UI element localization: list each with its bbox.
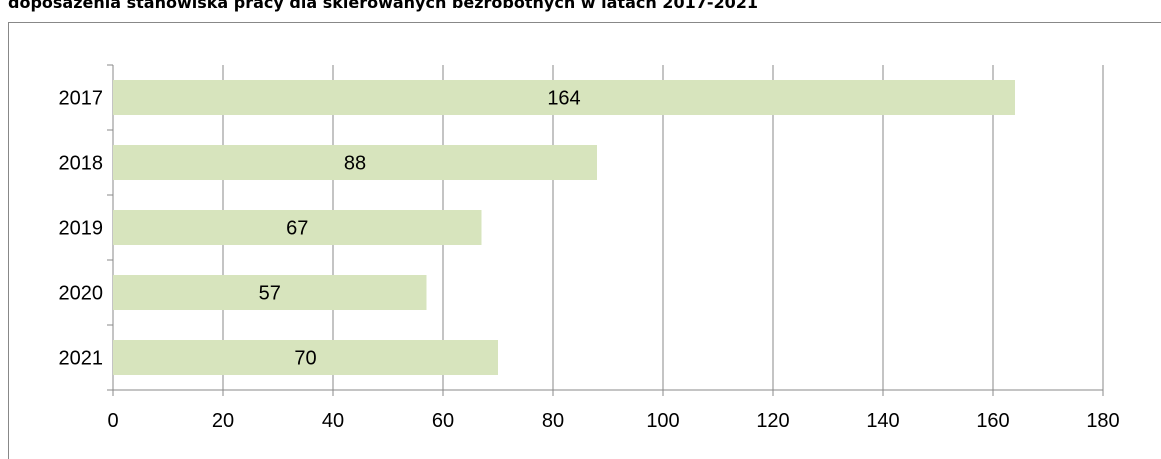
- y-tick-label: 2018: [59, 153, 104, 175]
- y-tick-label: 2020: [59, 283, 104, 305]
- x-tick-label: 80: [542, 410, 564, 432]
- chart-title: doposażenia stanowiska pracy dla skierow…: [8, 0, 758, 12]
- y-tick-label: 2019: [59, 218, 104, 240]
- bar: [113, 80, 1015, 115]
- data-label: 164: [547, 88, 580, 110]
- x-tick-label: 60: [432, 410, 454, 432]
- data-label: 70: [294, 348, 316, 370]
- y-tick-label: 2021: [59, 348, 104, 370]
- x-tick-label: 100: [646, 410, 679, 432]
- bar: [113, 275, 427, 310]
- x-tick-label: 160: [976, 410, 1009, 432]
- y-tick-label: 2017: [59, 88, 104, 110]
- x-tick-label: 180: [1086, 410, 1119, 432]
- data-label: 57: [259, 283, 281, 305]
- x-tick-label: 120: [756, 410, 789, 432]
- bar: [113, 145, 597, 180]
- data-label: 67: [286, 218, 308, 240]
- bar: [113, 340, 498, 375]
- x-tick-label: 40: [322, 410, 344, 432]
- data-label: 88: [344, 153, 366, 175]
- x-tick-label: 140: [866, 410, 899, 432]
- bar: [113, 210, 482, 245]
- x-tick-label: 20: [212, 410, 234, 432]
- x-tick-label: 0: [107, 410, 118, 432]
